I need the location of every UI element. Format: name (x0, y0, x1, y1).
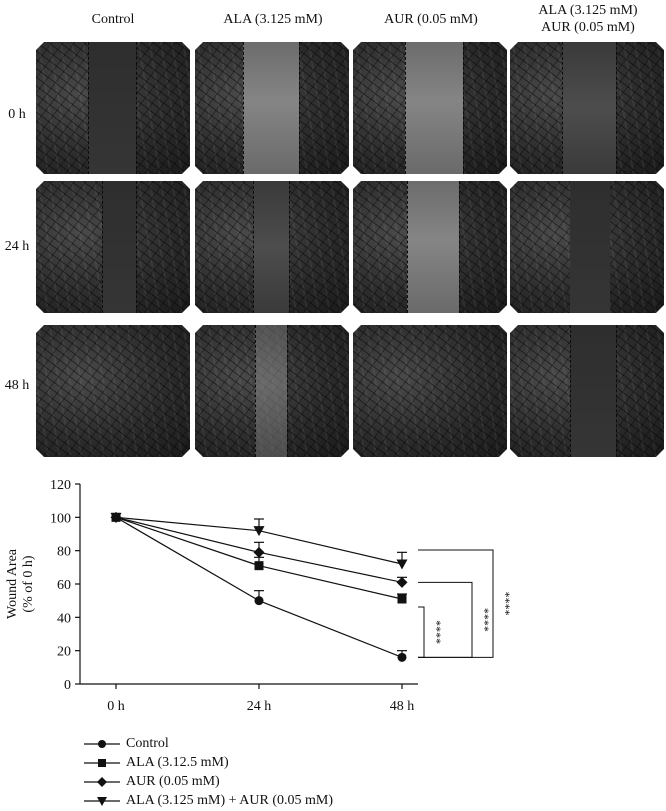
legend-label: ALA (3.125 mM) + AUR (0.05 mM) (126, 792, 334, 808)
y-tick-label: 20 (57, 645, 71, 660)
micrograph-ala-24h (195, 181, 349, 313)
row-label-24h: 24 h (4, 239, 30, 254)
data-point-triangle-down (110, 512, 122, 523)
micrograph-ala-aur-48h (510, 325, 664, 457)
micrograph-control-48h (36, 325, 190, 457)
column-label-text-line2: AUR (0.05 mM) (541, 20, 635, 35)
legend-marker-triangle-down-icon (84, 796, 120, 806)
column-label-control: Control (35, 0, 191, 38)
significance-bracket (418, 549, 494, 658)
data-point-diamond (253, 546, 265, 558)
data-point-circle (397, 652, 407, 662)
micrograph-control-0h (36, 42, 190, 174)
column-label-text: ALA (3.125 mM) (223, 11, 323, 27)
column-label-aur: AUR (0.05 mM) (353, 0, 509, 38)
column-label-ala: ALA (3.125 mM) (195, 0, 351, 38)
data-point-square (397, 594, 407, 604)
x-tick-label: 0 h (107, 699, 125, 714)
legend-item-control: Control (84, 734, 333, 753)
legend-marker-square-icon (84, 758, 120, 767)
legend-label: Control (126, 735, 169, 751)
data-point-triangle-down (253, 526, 265, 537)
data-point-square (254, 561, 264, 571)
x-tick-label: 48 h (390, 699, 415, 714)
y-tick-label: 0 (64, 678, 71, 693)
column-label-text: AUR (0.05 mM) (384, 11, 478, 27)
significance-bracket (418, 606, 425, 658)
wound-area-chart: 0 20 40 60 80 100 120 0 h 24 h 48 h Wound Area (% o… (5, 478, 513, 714)
data-point-triangle-down (396, 559, 408, 570)
y-tick-label: 120 (50, 478, 71, 493)
series-line-circle (115, 516, 403, 658)
legend-item-ala: ALA (3.12.5 mM) (84, 753, 333, 772)
micrograph-aur-0h (353, 42, 507, 174)
significance-label: **** (478, 608, 492, 632)
significance-label: **** (499, 592, 513, 616)
y-tick-label: 80 (57, 545, 71, 560)
row-label-0h: 0 h (8, 107, 26, 122)
column-label-ala-aur: ALA (3.125 mM) AUR (0.05 mM) (510, 0, 666, 38)
legend-marker-circle-icon (84, 739, 120, 748)
micrograph-ala-aur-24h (510, 181, 664, 313)
legend-item-ala-aur: ALA (3.125 mM) + AUR (0.05 mM) (84, 791, 333, 810)
micrograph-control-24h (36, 181, 190, 313)
data-point-circle (254, 596, 264, 606)
micrograph-aur-24h (353, 181, 507, 313)
micrograph-aur-48h (353, 325, 507, 457)
x-tick-label: 24 h (247, 699, 272, 714)
y-tick-label: 60 (57, 578, 71, 593)
significance-bracket (418, 581, 473, 658)
y-axis-label-units: (% of 0 h) (21, 555, 36, 612)
micrograph-ala-0h (195, 42, 349, 174)
legend-marker-diamond-icon (84, 776, 120, 787)
micrograph-ala-48h (195, 325, 349, 457)
row-label-48h: 48 h (4, 378, 30, 393)
legend-item-aur: AUR (0.05 mM) (84, 772, 333, 791)
chart-legend: Control ALA (3.12.5 mM) AUR (0.05 mM) AL… (84, 734, 333, 810)
legend-label: ALA (3.12.5 mM) (126, 754, 229, 770)
y-tick-label: 40 (57, 611, 71, 626)
column-label-text: Control (91, 11, 135, 27)
significance-label: **** (430, 620, 444, 644)
column-label-text: ALA (3.125 mM) (538, 3, 638, 18)
y-tick-label: 100 (50, 511, 71, 526)
micrograph-ala-aur-0h (510, 42, 664, 174)
data-point-diamond (396, 576, 408, 588)
legend-label: AUR (0.05 mM) (126, 773, 220, 789)
y-axis-label: Wound Area (5, 548, 20, 619)
